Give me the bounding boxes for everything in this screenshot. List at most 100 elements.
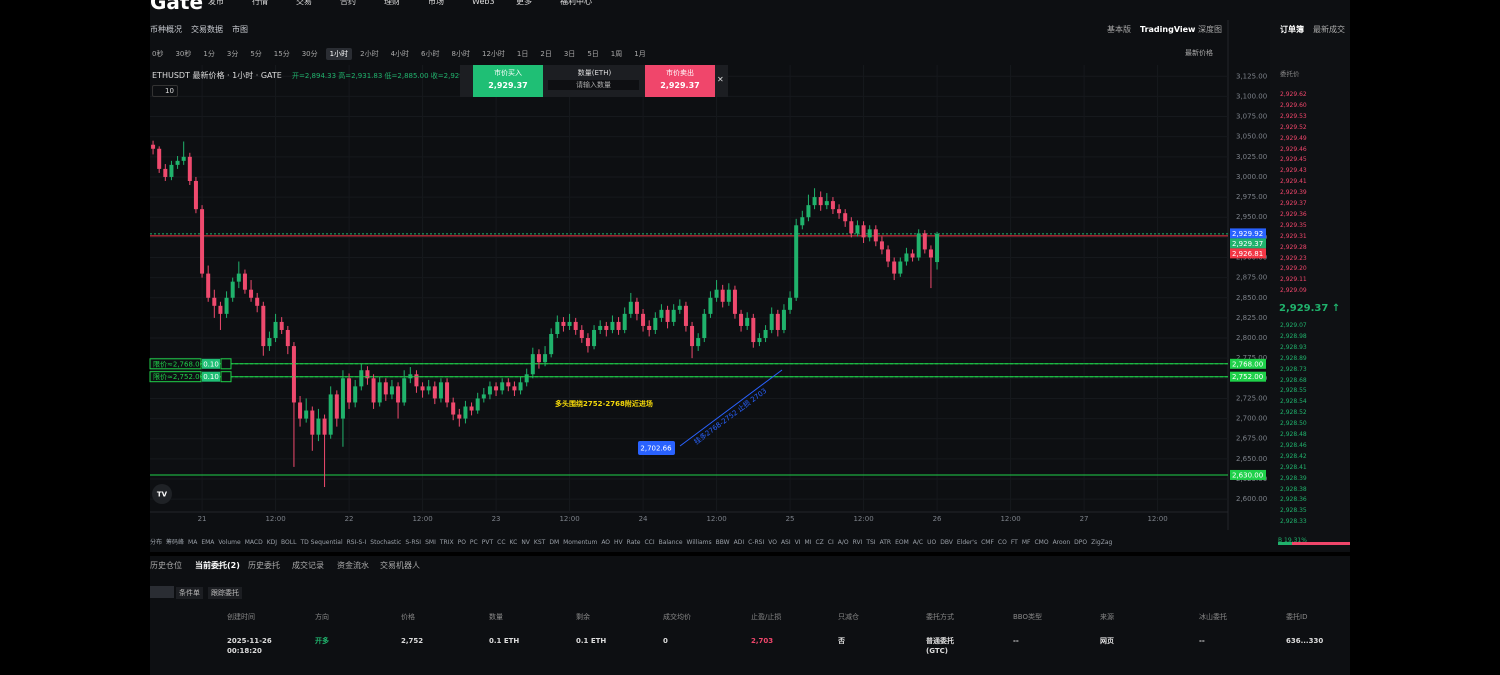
nav-item[interactable]: 福利中心 bbox=[560, 0, 592, 6]
indicator[interactable]: BBW bbox=[715, 539, 730, 546]
indicator[interactable]: KC bbox=[509, 539, 518, 546]
indicator[interactable]: RSI-S-I bbox=[346, 539, 367, 546]
order-tab[interactable]: 历史仓位 bbox=[150, 561, 182, 570]
order-cancel[interactable] bbox=[220, 358, 232, 370]
qty-input[interactable]: 数量(ETH) 请输入数量 bbox=[548, 65, 641, 97]
indicator[interactable]: CMF bbox=[981, 539, 994, 546]
indicator[interactable]: SMI bbox=[425, 539, 436, 546]
interval[interactable]: 5分 bbox=[250, 50, 262, 58]
interval[interactable]: 3分 bbox=[226, 50, 239, 58]
view-switch[interactable]: 基本版 bbox=[1107, 25, 1131, 34]
tab[interactable]: 交易数据 bbox=[191, 25, 223, 34]
nav-item[interactable]: 行情 bbox=[252, 0, 268, 6]
indicator[interactable]: A/O bbox=[837, 539, 849, 546]
indicator[interactable]: UO bbox=[927, 539, 937, 546]
indicator[interactable]: MI bbox=[804, 539, 812, 546]
interval[interactable]: 1日 bbox=[516, 50, 529, 58]
indicator[interactable]: S-RSI bbox=[405, 539, 422, 546]
filter[interactable]: 跟踪委托 bbox=[208, 587, 242, 599]
interval[interactable]: 2日 bbox=[540, 50, 552, 58]
indicator[interactable]: CMO bbox=[1034, 539, 1049, 546]
indicator[interactable]: AO bbox=[601, 539, 611, 546]
interval[interactable]: 5日 bbox=[587, 50, 599, 58]
indicator[interactable]: Volume bbox=[218, 539, 241, 546]
view-switch[interactable]: 深度图 bbox=[1198, 25, 1222, 34]
indicator[interactable]: Stochastic bbox=[370, 539, 402, 546]
interval[interactable]: 8小时 bbox=[451, 50, 470, 58]
interval[interactable]: 2小时 bbox=[360, 50, 379, 58]
trade-button[interactable]: 市价卖出 2,929.37 bbox=[645, 65, 715, 97]
indicator[interactable]: VO bbox=[768, 539, 777, 546]
indicator[interactable]: CCI bbox=[644, 539, 655, 546]
order-tab[interactable]: 成交记录 bbox=[292, 561, 324, 570]
interval[interactable]: 6小时 bbox=[421, 50, 440, 58]
indicator[interactable]: PVT bbox=[481, 539, 494, 546]
indicator[interactable]: Momentum bbox=[563, 539, 598, 546]
indicator[interactable]: TRIX bbox=[439, 539, 454, 546]
indicator[interactable]: CI bbox=[827, 539, 834, 546]
indicator[interactable]: C-RSI bbox=[748, 539, 765, 546]
indicator[interactable]: FT bbox=[1010, 539, 1018, 546]
indicator[interactable]: EMA bbox=[201, 539, 215, 546]
nav-item[interactable]: 理财 bbox=[384, 0, 400, 6]
price-type[interactable]: 最新价格 bbox=[1185, 49, 1213, 57]
nav-item[interactable]: 交易 bbox=[296, 0, 312, 6]
order-tab[interactable]: 历史委托 bbox=[248, 561, 280, 570]
indicator[interactable]: MACD bbox=[244, 539, 263, 546]
indicator[interactable]: VI bbox=[794, 539, 801, 546]
order-tab[interactable]: 交易机器人 bbox=[380, 561, 420, 570]
indicator[interactable]: ZigZag bbox=[1091, 539, 1113, 546]
nav-item[interactable]: Web3 bbox=[472, 0, 495, 6]
indicator[interactable]: PO bbox=[457, 539, 466, 546]
indicator-toggle[interactable]: 10 bbox=[152, 85, 178, 97]
indicator[interactable]: Balance bbox=[658, 539, 683, 546]
nav-item[interactable]: 合约 bbox=[340, 0, 356, 6]
interval[interactable]: 1周 bbox=[610, 50, 623, 58]
interval[interactable]: 30分 bbox=[301, 50, 318, 58]
indicator[interactable]: KST bbox=[533, 539, 546, 546]
book-tab[interactable]: 最新成交 bbox=[1313, 25, 1345, 34]
nav-item[interactable]: 市场 bbox=[428, 0, 444, 6]
indicator[interactable]: 筹码峰 bbox=[166, 539, 185, 546]
order-tab[interactable]: 当前委托(2) bbox=[195, 561, 240, 570]
indicator[interactable]: BOLL bbox=[281, 539, 297, 546]
indicator[interactable]: EOM bbox=[895, 539, 909, 546]
nav-item[interactable]: 发币 bbox=[208, 0, 224, 6]
close[interactable]: ✕ bbox=[717, 75, 724, 84]
indicator[interactable]: DM bbox=[549, 539, 560, 546]
tab[interactable]: 币种概况 bbox=[150, 25, 182, 34]
interval[interactable]: 3日 bbox=[563, 50, 576, 58]
nav-item[interactable]: 更多 bbox=[516, 0, 532, 6]
trade-button[interactable]: 市价买入 2,929.37 bbox=[473, 65, 543, 97]
indicator[interactable]: HV bbox=[614, 539, 623, 546]
indicator[interactable]: TSI bbox=[866, 539, 876, 546]
indicator[interactable]: PC bbox=[469, 539, 478, 546]
indicator[interactable]: TD Sequential bbox=[300, 539, 343, 546]
indicator[interactable]: Rate bbox=[626, 539, 641, 546]
indicator[interactable]: DBV bbox=[940, 539, 953, 546]
indicator[interactable]: CZ bbox=[815, 539, 824, 546]
indicator[interactable]: ASI bbox=[780, 539, 791, 546]
filter[interactable] bbox=[150, 586, 174, 598]
indicator[interactable]: Elder's bbox=[956, 539, 978, 546]
book-tab[interactable]: 订单簿 bbox=[1280, 25, 1304, 34]
order-cancel[interactable] bbox=[220, 371, 232, 383]
indicator[interactable]: MF bbox=[1021, 539, 1031, 546]
interval[interactable]: 1小时 bbox=[325, 48, 353, 60]
indicator[interactable]: Williams bbox=[686, 539, 712, 546]
view-switch[interactable]: TradingView bbox=[1140, 25, 1196, 34]
indicator[interactable]: ATR bbox=[879, 539, 892, 546]
indicator[interactable]: Aroon bbox=[1052, 539, 1071, 546]
indicator[interactable]: RVI bbox=[852, 539, 863, 546]
indicator[interactable]: MA bbox=[188, 539, 198, 546]
indicator[interactable]: A/C bbox=[912, 539, 924, 546]
indicator[interactable]: 分布 bbox=[150, 539, 163, 546]
indicator[interactable]: ADI bbox=[733, 539, 745, 546]
interval[interactable]: 30秒 bbox=[175, 50, 192, 58]
interval[interactable]: 15分 bbox=[273, 50, 290, 58]
indicator[interactable]: CC bbox=[497, 539, 506, 546]
indicator[interactable]: NV bbox=[521, 539, 530, 546]
interval[interactable]: 1月 bbox=[634, 50, 646, 58]
interval[interactable]: 1分 bbox=[203, 50, 215, 58]
indicator[interactable]: KDJ bbox=[266, 539, 278, 546]
